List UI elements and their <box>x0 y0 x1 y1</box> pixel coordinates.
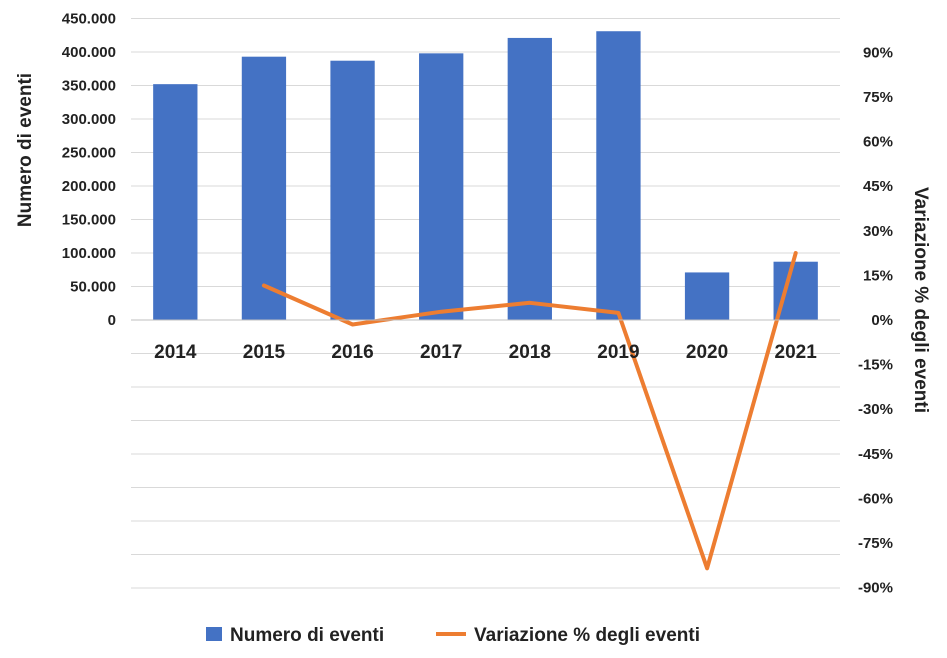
x-tick-label: 2021 <box>775 342 818 363</box>
right-tick-label: 30% <box>863 223 893 240</box>
left-tick-label: 0 <box>108 312 116 329</box>
bar-2019 <box>596 31 641 320</box>
line-variazione <box>261 251 798 571</box>
bar-2020 <box>684 272 730 320</box>
legend: Numero di eventi Variazione % degli even… <box>206 625 700 646</box>
bar-2018 <box>507 37 552 321</box>
left-tick-label: 200.000 <box>62 178 116 195</box>
right-tick-label: -75% <box>858 535 893 552</box>
x-tick-label: 2015 <box>243 342 286 363</box>
left-tick-label: 250.000 <box>62 145 116 162</box>
right-tick-label: -60% <box>858 490 893 507</box>
right-tick-label: 0% <box>871 312 893 329</box>
right-axis-title: Variazione % degli eventi <box>910 187 931 413</box>
legend-label-bars: Numero di eventi <box>230 625 384 646</box>
gridlines <box>131 18 840 589</box>
left-tick-label: 450.000 <box>62 11 116 28</box>
bar-2017 <box>419 53 464 321</box>
right-tick-label: -30% <box>858 401 893 418</box>
left-tick-label: 400.000 <box>62 44 116 61</box>
right-tick-label: -15% <box>858 357 893 374</box>
right-tick-label: 45% <box>863 178 893 195</box>
left-tick-label: 150.000 <box>62 212 116 229</box>
right-tick-label: 15% <box>863 267 893 284</box>
left-tick-label: 50.000 <box>70 279 116 296</box>
legend-bar-swatch <box>206 627 222 641</box>
line-series <box>261 251 798 571</box>
bar-series <box>153 31 818 321</box>
bar-2015 <box>241 56 287 320</box>
axes: 0 50.000 100.000 150.000 200.000 250.000 300.0… <box>62 11 893 597</box>
left-tick-label: 100.000 <box>62 245 116 262</box>
right-tick-label: 60% <box>863 134 893 151</box>
bar-2016 <box>330 60 375 321</box>
right-tick-label: 90% <box>863 44 893 61</box>
x-tick-label: 2014 <box>154 342 197 363</box>
x-tick-label: 2016 <box>331 342 373 363</box>
right-tick-label: 75% <box>863 89 893 106</box>
left-axis-title: Numero di eventi <box>15 73 36 227</box>
x-tick-label: 2018 <box>509 342 551 363</box>
left-tick-label: 300.000 <box>62 111 116 128</box>
left-tick-label: 350.000 <box>62 78 116 95</box>
x-tick-label: 2020 <box>686 342 728 363</box>
right-tick-label: -45% <box>858 446 893 463</box>
bar-2014 <box>153 84 198 320</box>
legend-label-line: Variazione % degli eventi <box>474 625 700 646</box>
x-tick-label: 2019 <box>597 342 639 363</box>
right-tick-label: -90% <box>858 580 893 597</box>
x-tick-label: 2017 <box>420 342 462 363</box>
